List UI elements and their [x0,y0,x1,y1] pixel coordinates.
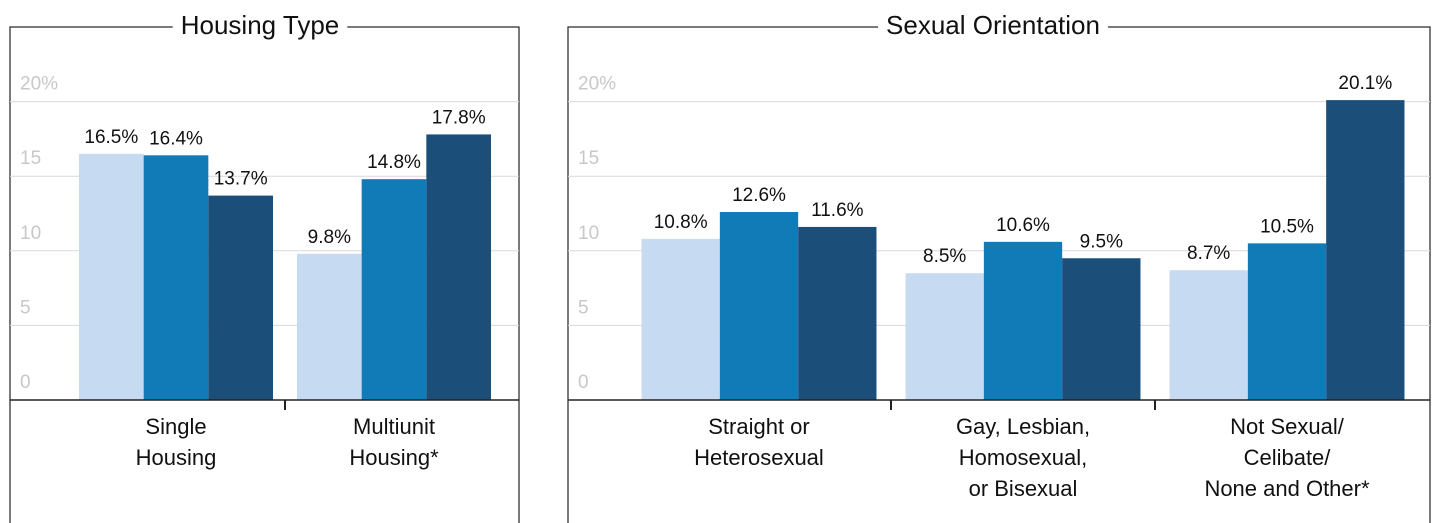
y-tick-label: 5 [578,297,589,318]
value-label: 12.6% [732,185,786,206]
x-tick-label: Not Sexual/ Celibate/ None and Other* [1204,414,1370,501]
y-tick-label: 0 [578,372,589,393]
x-tick-label: Gay, Lesbian, Homosexual, or Bisexual [955,414,1091,501]
x-tick-label: Single Housing [135,414,217,470]
y-tick-label: 10 [578,223,599,244]
value-label: 13.7% [214,169,268,190]
bar [1062,258,1141,400]
value-label: 16.4% [149,128,203,149]
chart-title: Housing Type [181,10,340,40]
bar [1326,100,1405,400]
x-tick-label: Straight or Heterosexual [694,414,824,470]
x-tick-label: Multiunit Housing* [349,414,439,470]
bar [719,212,799,400]
value-label: 16.5% [84,127,138,148]
title-background [172,24,348,30]
bar [905,273,984,400]
y-tick-label: 20% [578,74,616,95]
value-label: 11.6% [811,200,864,221]
y-tick-label: 15 [20,148,41,169]
y-tick-label: 15 [578,148,599,169]
value-label: 8.5% [923,246,966,267]
bar [143,155,209,400]
value-label: 10.6% [996,215,1050,236]
value-label: 14.8% [367,152,421,173]
value-label: 20.1% [1338,73,1392,94]
value-label: 9.8% [308,227,351,248]
value-label: 8.7% [1187,243,1230,264]
bar [426,134,492,400]
title-background [878,24,1108,30]
y-tick-label: 10 [20,223,41,244]
bar [78,153,144,400]
value-label: 9.5% [1080,231,1123,252]
chart-title: Sexual Orientation [886,10,1100,40]
bar [208,195,274,400]
value-label: 10.5% [1260,216,1314,237]
y-tick-label: 5 [20,297,31,318]
bar [983,241,1063,400]
bar [1247,243,1327,400]
y-tick-label: 0 [20,372,31,393]
bar [1169,270,1248,400]
bar [296,253,362,400]
bar [361,179,427,400]
value-label: 17.8% [432,107,486,128]
bar [641,238,720,400]
value-label: 10.8% [654,212,708,233]
bar [798,226,877,400]
y-tick-label: 20% [20,74,58,95]
